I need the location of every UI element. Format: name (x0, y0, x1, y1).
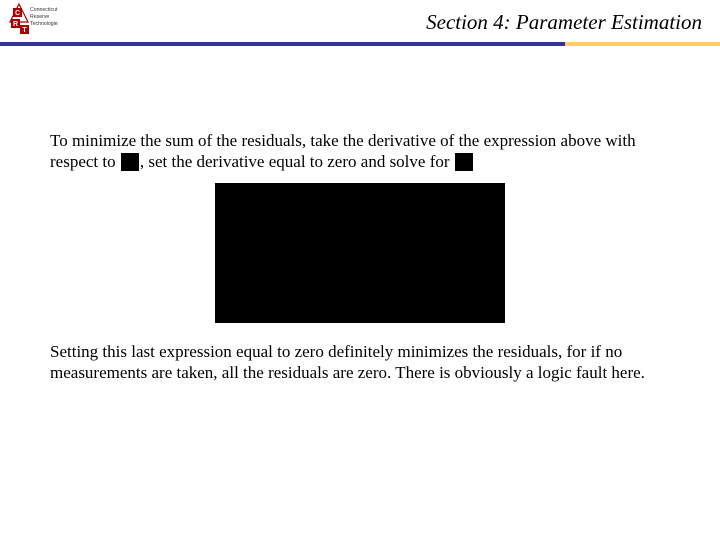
slide-header: C R T Connecticut Reserve Technologies S… (0, 0, 720, 42)
divider-blue (0, 42, 565, 46)
logo-letter-c: C (15, 10, 20, 17)
slide-body: To minimize the sum of the residuals, ta… (50, 130, 670, 383)
paragraph-1: To minimize the sum of the residuals, ta… (50, 130, 670, 173)
logo-text-line1: Connecticut (30, 7, 58, 13)
divider-yellow (565, 42, 720, 46)
logo-letter-r: R (13, 21, 18, 28)
redacted-symbol-1 (121, 153, 139, 171)
redacted-symbol-2 (455, 153, 473, 171)
section-title: Section 4: Parameter Estimation (426, 10, 702, 35)
logo-text-line3: Technologies (30, 21, 58, 27)
para1-text-b: , set the derivative equal to zero and s… (140, 152, 454, 171)
equation-placeholder (215, 183, 505, 323)
paragraph-2: Setting this last expression equal to ze… (50, 341, 670, 384)
company-logo: C R T Connecticut Reserve Technologies (8, 2, 58, 40)
logo-letter-t: T (22, 27, 27, 34)
logo-text-line2: Reserve (30, 14, 49, 20)
divider-rule (0, 42, 720, 48)
